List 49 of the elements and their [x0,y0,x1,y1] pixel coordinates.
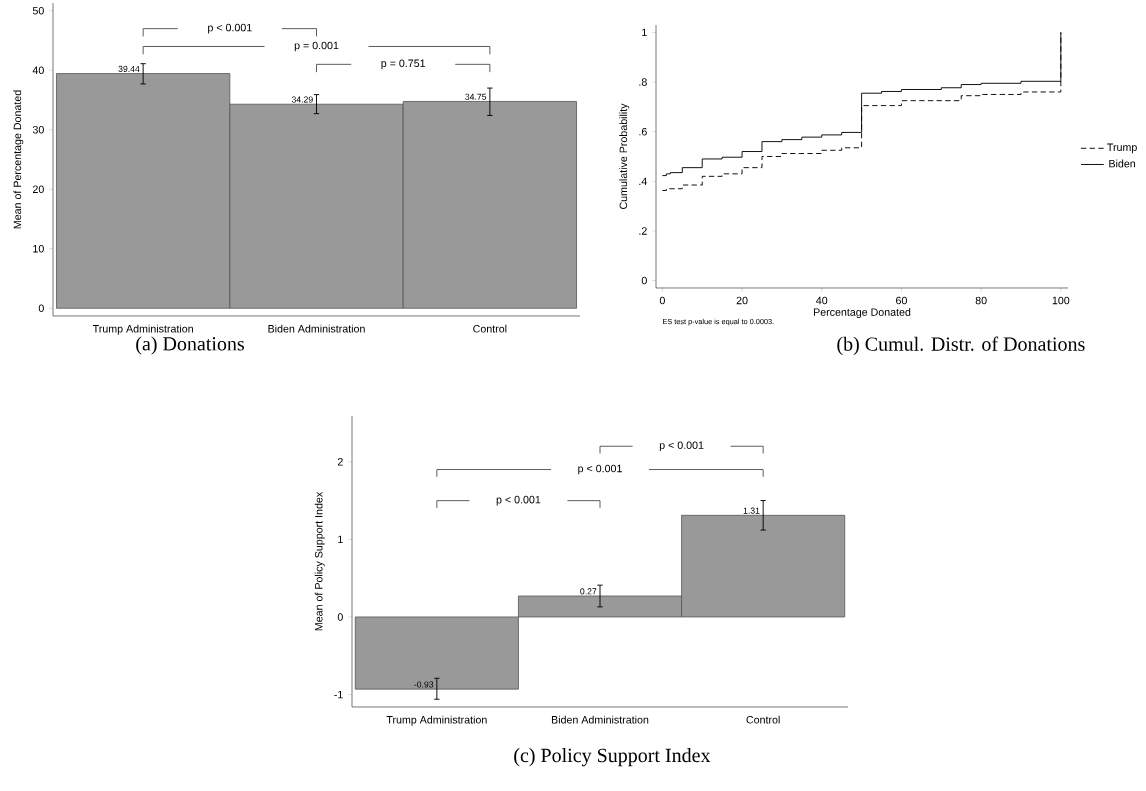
y-tick-label: 30 [32,125,44,134]
data-label: 34.75 [465,93,487,100]
x-axis-title: Percentage Donated [813,308,911,319]
data-label: -0.93 [414,681,434,688]
annotation: p < 0.001 [208,23,252,34]
y-axis-title: Mean of Percentage Donated [13,90,24,229]
y-tick-label: 2 [337,458,343,466]
data-label: 39.44 [118,65,140,72]
annotation: p < 0.001 [578,464,622,475]
x-tick-label: Control [473,324,507,333]
y-tick-label: 10 [33,244,44,253]
x-tick-label: Trump Administration [386,715,487,726]
y-tick-label: .8 [639,78,647,86]
y-tick-label: 40 [32,66,44,74]
y-tick-label: .6 [639,127,647,136]
y-tick-label: 1 [642,28,647,37]
legend-label: Biden [1109,159,1136,168]
annotation: p = 0.001 [294,41,339,52]
y-axis-title: Mean of Policy Support Index [314,491,325,631]
data-label: 34.29 [291,96,313,103]
x-tick-label: Control [746,715,780,724]
x-tick-label: 20 [736,296,748,305]
x-tick-label: Biden Administration [551,715,649,724]
x-tick-label: 80 [975,296,987,305]
x-tick-label: 0 [659,296,665,305]
annotation: p < 0.001 [496,495,541,506]
y-tick-label: 1 [338,535,343,544]
x-tick-label: Trump Administration [92,324,193,335]
x-tick-label: Biden Administration [268,324,365,333]
legend-label: Trump [1107,143,1137,154]
text: (a) Donations [136,336,244,355]
x-tick-label: 100 [1052,296,1070,305]
y-tick-label: .4 [639,177,647,185]
data-label: 1.31 [743,507,760,514]
text: (c) Policy Support Index [514,748,711,767]
y-tick-label: 0 [38,304,44,313]
annotation: p < 0.001 [659,441,704,452]
y-axis-title: Cumulative Probability [619,103,630,209]
x-tick-label: 60 [896,296,907,305]
data-label: 0.27 [580,588,597,595]
annotation: p = 0.751 [381,59,426,70]
y-tick-label: 0 [337,613,343,621]
y-tick-label: 0 [641,276,647,285]
x-tick-label: 40 [816,296,828,305]
text: (b) Cumul. Distr. of Donations [837,336,1085,355]
y-tick-label: .2 [639,227,647,235]
y-tick-label: -1 [334,690,343,699]
y-tick-label: 50 [32,6,44,15]
y-tick-label: 20 [32,185,44,194]
